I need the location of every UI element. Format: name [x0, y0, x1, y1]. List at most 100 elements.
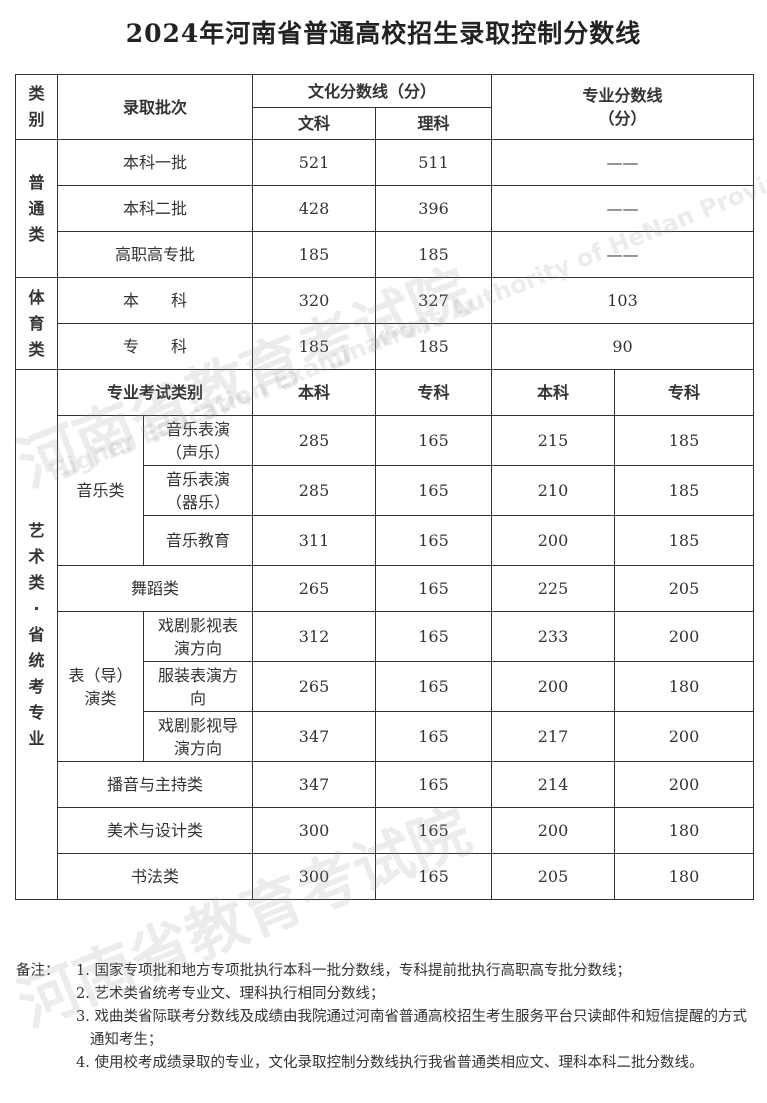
- subtype-cell: 戏剧影视导演方向: [142, 711, 254, 762]
- culture-zhuan-score: 165: [375, 465, 493, 516]
- table-row: 服装表演方向 265 165 200 180: [16, 661, 755, 712]
- li-header: 理科: [375, 107, 493, 140]
- major-header: 专业分数线（分）: [491, 74, 755, 140]
- batch-header: 录取批次: [56, 74, 254, 140]
- major-zhuan-score: 205: [614, 565, 755, 612]
- major-score: 103: [491, 277, 755, 324]
- wen-score: 320: [252, 277, 377, 324]
- batch-cell: 本科二批: [56, 185, 254, 232]
- major-ben-score: 233: [491, 611, 616, 662]
- table-row: 艺术类·省统考专业 专业考试类别 本科 专科 本科 专科: [15, 369, 755, 900]
- culture-zhuan-score: 165: [375, 761, 493, 808]
- category-sports: 体育类: [15, 277, 58, 370]
- c-ben-header: 本科: [252, 369, 377, 416]
- major-ben-score: 200: [491, 661, 616, 712]
- table-row: 表（导）演类 戏剧影视表演方向 312 165 233 200: [16, 611, 755, 762]
- note-item: 1. 国家专项批和地方专项批执行本科一批分数线，专科提前批执行高职高专批分数线；: [76, 963, 631, 979]
- major-ben-score: 214: [491, 761, 616, 808]
- category-header: 类别: [15, 74, 58, 140]
- wen-score: 428: [252, 185, 377, 232]
- li-score: 327: [375, 277, 493, 324]
- m-zhuan-header: 专科: [614, 369, 755, 416]
- major-ben-score: 225: [491, 565, 616, 612]
- culture-ben-score: 265: [252, 565, 377, 612]
- culture-zhuan-score: 165: [375, 807, 493, 854]
- table-row: 高职高专批 185 185 ——: [16, 231, 755, 278]
- culture-ben-score: 347: [252, 761, 377, 808]
- subtype-cell: 服装表演方向: [142, 661, 254, 712]
- table-row: 美术与设计类 300 165 200 180: [16, 807, 755, 854]
- major-score: ——: [491, 185, 755, 232]
- major-zhuan-score: 200: [614, 761, 755, 808]
- major-ben-score: 205: [491, 853, 616, 900]
- culture-zhuan-score: 165: [375, 611, 493, 662]
- li-score: 511: [375, 139, 493, 186]
- culture-ben-score: 300: [252, 853, 377, 900]
- subtype-cell: 戏剧影视表演方向: [142, 611, 254, 662]
- m-ben-header: 本科: [491, 369, 616, 416]
- major-zhuan-score: 180: [614, 807, 755, 854]
- batch-cell: 本科一批: [56, 139, 254, 186]
- note-item: 2. 艺术类省统考专业文、理科执行相同分数线；: [76, 986, 385, 1002]
- culture-ben-score: 285: [252, 415, 377, 466]
- major-zhuan-score: 185: [614, 415, 755, 466]
- major-score: ——: [491, 139, 755, 186]
- category-art: 艺术类·省统考专业: [15, 369, 58, 900]
- type-cell: 播音与主持类: [56, 761, 254, 808]
- culture-header: 文化分数线（分）: [252, 74, 493, 108]
- note-item: 4. 使用校考成绩录取的专业，文化录取控制分数线执行我省普通类相应文、理科本科二…: [76, 1055, 704, 1071]
- wen-score: 185: [252, 231, 377, 278]
- wen-header: 文科: [252, 107, 377, 140]
- group-music: 音乐类: [57, 415, 144, 566]
- major-zhuan-score: 180: [614, 853, 755, 900]
- culture-ben-score: 312: [252, 611, 377, 662]
- score-table: 类别 录取批次 文化分数线（分） 专业分数线（分） 文科 理科 普通类 本科一批 5…: [15, 74, 755, 900]
- type-header: 专业考试类别: [56, 369, 254, 416]
- group-drama: 表（导）演类: [57, 611, 144, 762]
- major-zhuan-score: 200: [614, 611, 755, 662]
- culture-zhuan-score: 165: [375, 565, 493, 612]
- table-row: 专 科 185 185 90: [16, 323, 755, 370]
- type-cell: 舞蹈类: [56, 565, 254, 612]
- major-score: 90: [491, 323, 755, 370]
- culture-ben-score: 300: [252, 807, 377, 854]
- culture-zhuan-score: 165: [375, 853, 493, 900]
- culture-ben-score: 311: [252, 515, 377, 566]
- table-row: 音乐教育 311 165 200 185: [16, 515, 755, 566]
- page-title: 2024年河南省普通高校招生录取控制分数线: [125, 19, 642, 48]
- batch-cell: 专 科: [56, 323, 254, 370]
- major-ben-score: 200: [491, 515, 616, 566]
- major-zhuan-score: 185: [614, 465, 755, 516]
- note-item: 3. 戏曲类省际联考分数线及成绩由我院通过河南省普通高校招生考生服务平台只读邮件…: [76, 1009, 747, 1048]
- table-row: 书法类 300 165 205 180: [16, 853, 755, 900]
- table-row: 播音与主持类 347 165 214 200: [16, 761, 755, 808]
- culture-zhuan-score: 165: [375, 415, 493, 466]
- li-score: 185: [375, 323, 493, 370]
- table-row: 舞蹈类 265 165 225 205: [16, 565, 755, 612]
- major-zhuan-score: 185: [614, 515, 755, 566]
- culture-zhuan-score: 165: [375, 661, 493, 712]
- major-zhuan-score: 180: [614, 661, 755, 712]
- subtype-cell: 音乐表演（器乐）: [142, 465, 254, 516]
- li-score: 396: [375, 185, 493, 232]
- batch-cell: 本 科: [56, 277, 254, 324]
- table-row: 戏剧影视导演方向 347 165 217 200: [16, 711, 755, 762]
- subtype-cell: 音乐表演（声乐）: [142, 415, 254, 466]
- li-score: 185: [375, 231, 493, 278]
- major-ben-score: 217: [491, 711, 616, 762]
- table-row: 体育类本 科 320 327 103: [15, 277, 755, 370]
- notes: 备注： 1. 国家专项批和地方专项批执行本科一批分数线，专科提前批执行高职高专批…: [16, 960, 756, 1075]
- culture-zhuan-score: 165: [375, 515, 493, 566]
- major-score: ——: [491, 231, 755, 278]
- major-ben-score: 210: [491, 465, 616, 516]
- culture-zhuan-score: 165: [375, 711, 493, 762]
- notes-label: 备注：: [16, 963, 60, 979]
- subtype-cell: 音乐教育: [142, 515, 254, 566]
- table-row: 音乐表演（器乐） 285 165 210 185: [16, 465, 755, 516]
- type-cell: 书法类: [56, 853, 254, 900]
- table-row: 本科二批 428 396 ——: [16, 185, 755, 232]
- culture-ben-score: 265: [252, 661, 377, 712]
- type-cell: 美术与设计类: [56, 807, 254, 854]
- c-zhuan-header: 专科: [375, 369, 493, 416]
- major-zhuan-score: 200: [614, 711, 755, 762]
